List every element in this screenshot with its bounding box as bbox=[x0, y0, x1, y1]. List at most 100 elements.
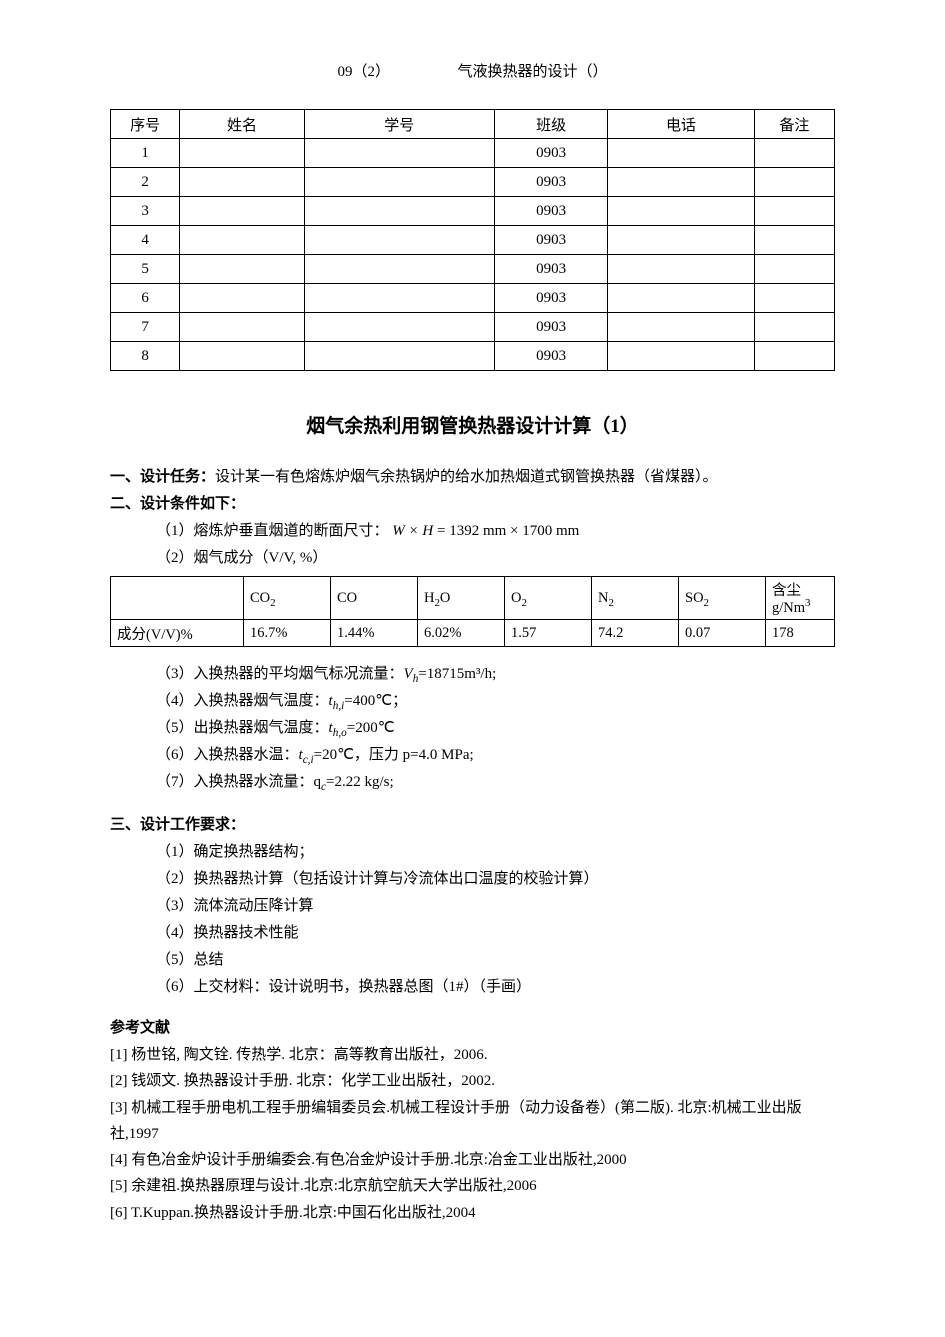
col-phone: 电话 bbox=[608, 110, 754, 139]
c1-wh: W × H bbox=[392, 523, 433, 539]
c6-sym: tc,i bbox=[299, 747, 314, 763]
cell-note bbox=[754, 284, 834, 313]
sec3-item: （6）上交材料：设计说明书，换热器总图（1#）（手画） bbox=[110, 974, 835, 1001]
gas-v-5: 0.07 bbox=[679, 620, 766, 647]
c3-val: =18715m³/h; bbox=[418, 666, 496, 682]
c5-pre: （5）出换热器烟气温度： bbox=[156, 720, 329, 736]
cell-phone bbox=[608, 197, 754, 226]
sec3-items: （1）确定换热器结构；（2）换热器热计算（包括设计计算与冷流体出口温度的校验计算… bbox=[110, 839, 835, 1001]
table-row: 4 0903 bbox=[111, 226, 835, 255]
col-id: 学号 bbox=[304, 110, 494, 139]
gas-v-2: 6.02% bbox=[418, 620, 505, 647]
gas-v-6: 178 bbox=[766, 620, 835, 647]
cell-seq: 7 bbox=[111, 313, 180, 342]
cell-note bbox=[754, 226, 834, 255]
gas-v-4: 74.2 bbox=[592, 620, 679, 647]
gas-h-h2o: H2O bbox=[418, 577, 505, 620]
c6-pre: （6）入换热器水温： bbox=[156, 747, 299, 763]
c4-pre: （4）入换热器烟气温度： bbox=[156, 693, 329, 709]
page-header: 09（2） 气液换热器的设计（） bbox=[110, 60, 835, 81]
gas-table: CO2 CO H2O O2 N2 SO2 含尘 g/Nm3 成分(V/V)% 1… bbox=[110, 576, 835, 647]
ref-head: 参考文献 bbox=[110, 1015, 835, 1042]
gas-v-1: 1.44% bbox=[331, 620, 418, 647]
c6-val: =20℃，压力 p=4.0 MPa; bbox=[314, 747, 474, 763]
sec3-item: （4）换热器技术性能 bbox=[110, 920, 835, 947]
cell-note bbox=[754, 255, 834, 284]
gas-h-co2: CO2 bbox=[244, 577, 331, 620]
ref-item: [4] 有色冶金炉设计手册编委会.有色冶金炉设计手册.北京:冶金工业出版社,20… bbox=[110, 1147, 835, 1173]
section-1: 一、设计任务：设计某一有色熔炼炉烟气余热锅炉的给水加热烟道式钢管换热器（省煤器）… bbox=[110, 464, 835, 491]
sec3-head: 三、设计工作要求： bbox=[110, 812, 835, 839]
cell-phone bbox=[608, 139, 754, 168]
cell-class: 0903 bbox=[494, 139, 607, 168]
cell-id bbox=[304, 255, 494, 284]
sec3-item: （5）总结 bbox=[110, 947, 835, 974]
cell-phone bbox=[608, 226, 754, 255]
c4-sym: th,i bbox=[329, 693, 345, 709]
sec1-head: 一、设计任务： bbox=[110, 469, 215, 485]
gas-h-so2: SO2 bbox=[679, 577, 766, 620]
ref-item: [2] 钱颂文. 换热器设计手册. 北京：化学工业出版社，2002. bbox=[110, 1068, 835, 1094]
cell-id bbox=[304, 226, 494, 255]
gas-v-3: 1.57 bbox=[505, 620, 592, 647]
cell-name bbox=[180, 255, 304, 284]
cell-note bbox=[754, 197, 834, 226]
c1-val: 1392 mm × 1700 mm bbox=[449, 523, 579, 539]
c1-formula: W × H bbox=[392, 523, 433, 539]
cell-class: 0903 bbox=[494, 168, 607, 197]
cell-class: 0903 bbox=[494, 284, 607, 313]
table-row: 30903 bbox=[111, 197, 835, 226]
main-title: 烟气余热利用钢管换热器设计计算（1） bbox=[110, 411, 835, 438]
c4-val: =400℃； bbox=[344, 693, 407, 709]
cell-seq: 4 bbox=[111, 226, 180, 255]
sec2-head: 二、设计条件如下： bbox=[110, 491, 835, 518]
cell-name bbox=[180, 226, 304, 255]
cell-note bbox=[754, 139, 834, 168]
section-2: 二、设计条件如下： （1）熔炼炉垂直烟道的断面尺寸： W × H = 1392 … bbox=[110, 491, 835, 572]
cell-id bbox=[304, 168, 494, 197]
table-row: 70903 bbox=[111, 313, 835, 342]
cell-name bbox=[180, 168, 304, 197]
table-row: 50903 bbox=[111, 255, 835, 284]
cell-seq: 8 bbox=[111, 342, 180, 371]
table-row: 20903 bbox=[111, 168, 835, 197]
sec2-c1: （1）熔炼炉垂直烟道的断面尺寸： W × H = 1392 mm × 1700 … bbox=[110, 518, 835, 545]
cell-class: 0903 bbox=[494, 342, 607, 371]
cell-phone bbox=[608, 284, 754, 313]
cell-phone bbox=[608, 255, 754, 284]
cell-name bbox=[180, 313, 304, 342]
header-right: 气液换热器的设计（） bbox=[458, 64, 608, 80]
cell-id bbox=[304, 197, 494, 226]
sec2-c2: （2）烟气成分（V/V, %） bbox=[110, 545, 835, 572]
cell-name bbox=[180, 342, 304, 371]
c1-pre: （1）熔炼炉垂直烟道的断面尺寸： bbox=[156, 523, 389, 539]
cell-id bbox=[304, 313, 494, 342]
cell-class: 0903 bbox=[494, 197, 607, 226]
gas-h-o2: O2 bbox=[505, 577, 592, 620]
c7-val: =2.22 kg/s; bbox=[326, 774, 394, 790]
sec2-c6: （6）入换热器水温：tc,i=20℃，压力 p=4.0 MPa; bbox=[110, 742, 835, 769]
sec2-list: （3）入换热器的平均烟气标况流量：Vh=18715m³/h; （4）入换热器烟气… bbox=[110, 661, 835, 796]
table-row: 8 0903 bbox=[111, 342, 835, 371]
gas-h-n2: N2 bbox=[592, 577, 679, 620]
gas-h-dust: 含尘 g/Nm3 bbox=[766, 577, 835, 620]
c7-sym: qc bbox=[314, 774, 327, 790]
cell-class: 0903 bbox=[494, 255, 607, 284]
c1-eq: = bbox=[433, 523, 449, 539]
cell-class: 0903 bbox=[494, 226, 607, 255]
col-name: 姓名 bbox=[180, 110, 304, 139]
gas-value-row: 成分(V/V)% 16.7% 1.44% 6.02% 1.57 74.2 0.0… bbox=[111, 620, 835, 647]
c5-sym: th,o bbox=[329, 720, 347, 736]
section-3: 三、设计工作要求： （1）确定换热器结构；（2）换热器热计算（包括设计计算与冷流… bbox=[110, 812, 835, 1001]
page: 09（2） 气液换热器的设计（） 序号 姓名 学号 班级 电话 备注 1 0903… bbox=[0, 0, 945, 1286]
c3-sym: Vh bbox=[404, 666, 419, 682]
table-row: 60903 bbox=[111, 284, 835, 313]
ref-items: [1] 杨世铭, 陶文铨. 传热学. 北京：高等教育出版社，2006.[2] 钱… bbox=[110, 1042, 835, 1226]
c7-pre: （7）入换热器水流量： bbox=[156, 774, 314, 790]
sec3-item: （3）流体流动压降计算 bbox=[110, 893, 835, 920]
col-class: 班级 bbox=[494, 110, 607, 139]
table-header-row: 序号 姓名 学号 班级 电话 备注 bbox=[111, 110, 835, 139]
sec3-item: （1）确定换热器结构； bbox=[110, 839, 835, 866]
cell-id bbox=[304, 139, 494, 168]
cell-seq: 1 bbox=[111, 139, 180, 168]
